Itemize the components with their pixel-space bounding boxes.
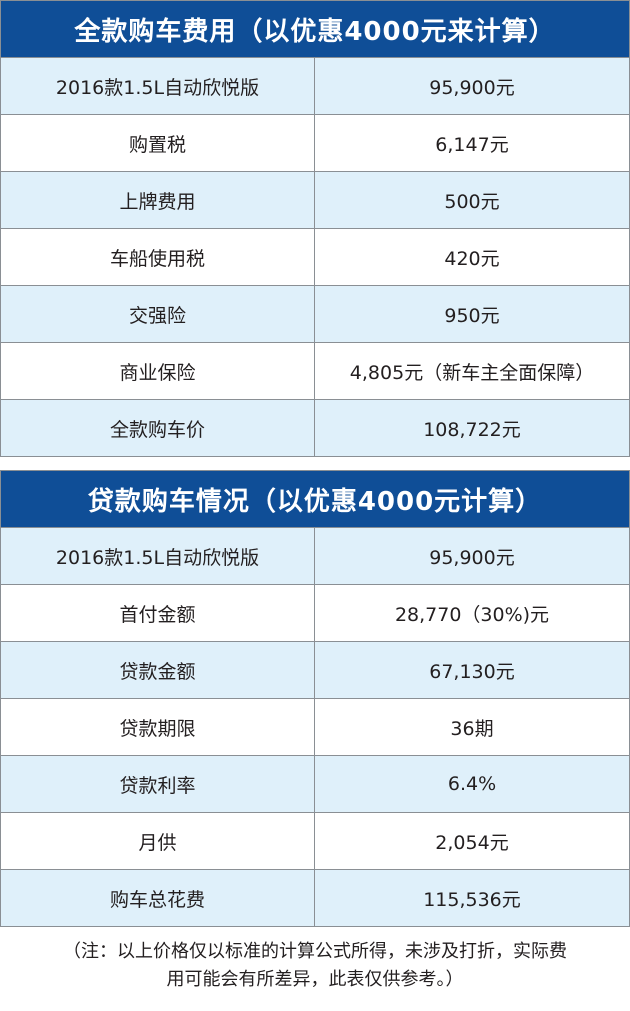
loan-payment-title: 贷款购车情况（以优惠4000元计算）: [1, 471, 629, 527]
table-row: 商业保险 4,805元（新车主全面保障）: [1, 342, 629, 399]
row-value: 95,900元: [429, 546, 515, 569]
loan-payment-table: 贷款购车情况（以优惠4000元计算） 2016款1.5L自动欣悦版 95,900元…: [0, 470, 630, 927]
table-row: 上牌费用 500元: [1, 171, 629, 228]
table-row: 购车总花费 115,536元: [1, 869, 629, 926]
row-label: 车船使用税: [1, 229, 315, 285]
row-value: 67,130元: [429, 660, 515, 683]
row-label: 2016款1.5L自动欣悦版: [1, 528, 315, 584]
row-label: 首付金额: [1, 585, 315, 641]
row-label: 购置税: [1, 115, 315, 171]
row-value: 420元: [444, 247, 500, 270]
row-value: 95,900元: [429, 76, 515, 99]
table-row: 月供 2,054元: [1, 812, 629, 869]
table-row: 贷款期限 36期: [1, 698, 629, 755]
row-label: 贷款利率: [1, 756, 315, 812]
row-label: 商业保险: [1, 343, 315, 399]
row-label: 月供: [1, 813, 315, 869]
row-label: 购车总花费: [1, 870, 315, 926]
row-label: 上牌费用: [1, 172, 315, 228]
note-line-1: （注：以上价格仅以标准的计算公式所得，未涉及打折，实际费: [63, 941, 567, 962]
row-label: 交强险: [1, 286, 315, 342]
row-value: 6,147元: [435, 133, 509, 156]
row-value: 6.4%: [447, 773, 497, 795]
table-row: 车船使用税 420元: [1, 228, 629, 285]
table-row: 全款购车价 108,722元: [1, 399, 629, 456]
row-label: 贷款金额: [1, 642, 315, 698]
table-row: 贷款利率 6.4%: [1, 755, 629, 812]
table-row: 交强险 950元: [1, 285, 629, 342]
row-value: 4,805元（新车主全面保障）: [349, 361, 595, 384]
row-value: 500元: [444, 190, 500, 213]
row-value: 2,054元: [435, 831, 509, 854]
row-label: 2016款1.5L自动欣悦版: [1, 58, 315, 114]
table-row: 2016款1.5L自动欣悦版 95,900元: [1, 57, 629, 114]
full-payment-table: 全款购车费用（以优惠4000元来计算） 2016款1.5L自动欣悦版 95,900…: [0, 0, 630, 457]
row-label: 全款购车价: [1, 400, 315, 456]
disclaimer-note: （注：以上价格仅以标准的计算公式所得，未涉及打折，实际费 用可能会有所差异，此表…: [0, 938, 630, 994]
table-row: 贷款金额 67,130元: [1, 641, 629, 698]
table-row: 2016款1.5L自动欣悦版 95,900元: [1, 527, 629, 584]
row-value: 950元: [444, 304, 500, 327]
full-payment-title: 全款购车费用（以优惠4000元来计算）: [1, 1, 629, 57]
row-value: 28,770（30%)元: [394, 603, 550, 626]
row-label: 贷款期限: [1, 699, 315, 755]
table-row: 首付金额 28,770（30%)元: [1, 584, 629, 641]
table-row: 购置税 6,147元: [1, 114, 629, 171]
row-value: 115,536元: [423, 888, 521, 911]
row-value: 36期: [450, 717, 494, 740]
note-line-2: 用可能会有所差异，此表仅供参考。）: [166, 969, 464, 990]
row-value: 108,722元: [423, 418, 521, 441]
